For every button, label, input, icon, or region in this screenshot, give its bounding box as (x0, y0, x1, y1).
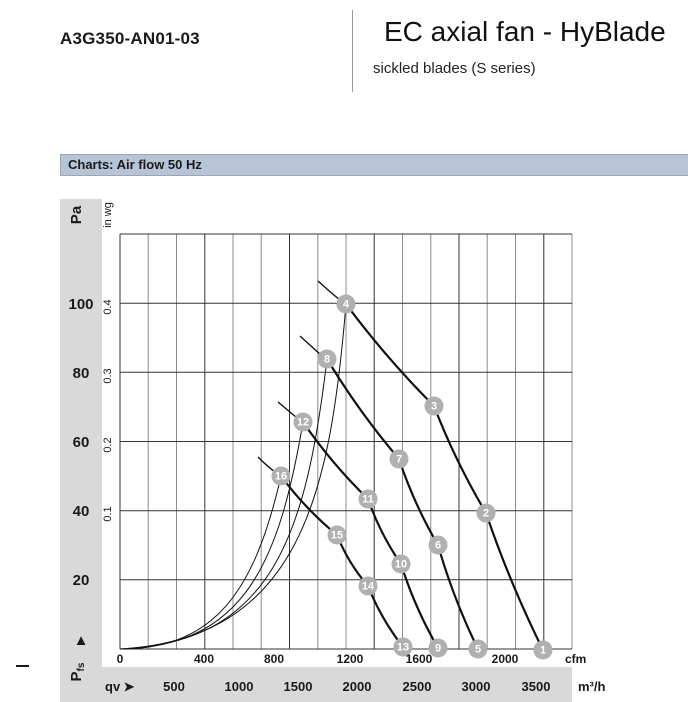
svg-text:11: 11 (362, 494, 374, 506)
svg-text:1200: 1200 (337, 652, 364, 666)
svg-text:12: 12 (297, 417, 309, 429)
svg-text:400: 400 (194, 652, 214, 666)
svg-text:2000: 2000 (343, 679, 372, 694)
svg-text:9: 9 (435, 643, 441, 655)
svg-text:8: 8 (324, 354, 330, 366)
svg-text:Pa: Pa (68, 205, 85, 224)
svg-text:3: 3 (431, 401, 437, 413)
svg-text:14: 14 (362, 581, 375, 593)
svg-text:qv: qv (105, 679, 121, 694)
svg-text:5: 5 (475, 644, 481, 656)
svg-text:40: 40 (73, 503, 90, 520)
svg-text:0.3: 0.3 (102, 368, 114, 383)
svg-text:4: 4 (343, 299, 350, 311)
svg-text:in wg: in wg (102, 202, 114, 228)
svg-text:1500: 1500 (284, 679, 313, 694)
svg-text:0.1: 0.1 (102, 506, 114, 521)
svg-text:10: 10 (395, 559, 407, 571)
svg-text:16: 16 (275, 471, 287, 483)
svg-text:7: 7 (396, 454, 402, 466)
svg-text:15: 15 (331, 530, 343, 542)
svg-text:➤: ➤ (124, 679, 135, 694)
svg-text:0.4: 0.4 (102, 299, 114, 314)
svg-text:800: 800 (264, 652, 284, 666)
svg-text:80: 80 (73, 365, 90, 382)
svg-text:0.2: 0.2 (102, 437, 114, 452)
svg-text:500: 500 (163, 679, 185, 694)
svg-text:100: 100 (68, 296, 93, 313)
svg-text:1: 1 (540, 645, 546, 657)
svg-text:3000: 3000 (462, 679, 491, 694)
svg-text:2000: 2000 (492, 652, 519, 666)
svg-text:2: 2 (483, 508, 489, 520)
svg-text:1600: 1600 (406, 652, 433, 666)
svg-text:0: 0 (117, 652, 124, 666)
svg-text:1000: 1000 (225, 679, 254, 694)
svg-text:60: 60 (73, 434, 90, 451)
svg-text:3500: 3500 (522, 679, 551, 694)
svg-text:m³/h: m³/h (578, 679, 606, 694)
svg-text:Pfs: Pfs (68, 662, 87, 681)
svg-text:▲: ▲ (74, 632, 89, 649)
svg-text:cfm: cfm (565, 652, 586, 666)
svg-text:2500: 2500 (403, 679, 432, 694)
svg-text:6: 6 (435, 540, 441, 552)
svg-text:20: 20 (73, 572, 90, 589)
